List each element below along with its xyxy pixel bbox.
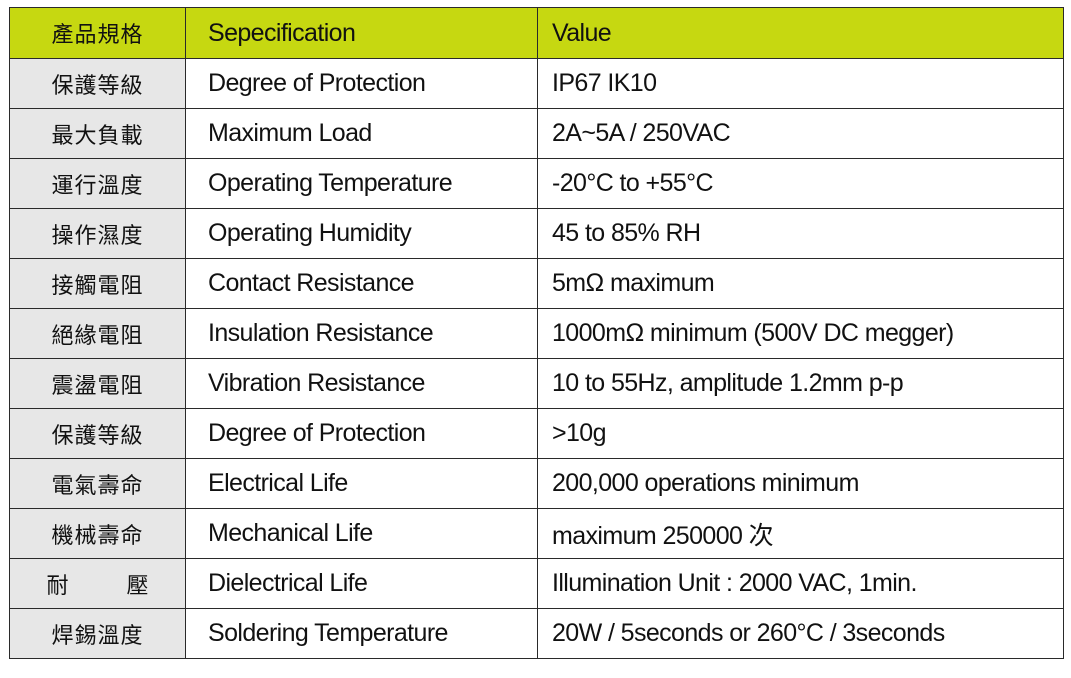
table-row: 電氣壽命 Electrical Life 200,000 operations … bbox=[9, 458, 1064, 509]
row-spec-cell: Insulation Resistance bbox=[185, 308, 538, 359]
row-value-cell: IP67 IK10 bbox=[537, 58, 1064, 109]
table-row: 機械壽命 Mechanical Life maximum 250000 次 bbox=[9, 508, 1064, 559]
table-row: 震盪電阻 Vibration Resistance 10 to 55Hz, am… bbox=[9, 358, 1064, 409]
row-value-cell: maximum 250000 次 bbox=[537, 508, 1064, 559]
row-value-cell: Illumination Unit : 2000 VAC, 1min. bbox=[537, 558, 1064, 609]
row-value-cell: 5mΩ maximum bbox=[537, 258, 1064, 309]
row-zh-cell: 機械壽命 bbox=[9, 508, 186, 559]
row-value-cell: 1000mΩ minimum (500V DC megger) bbox=[537, 308, 1064, 359]
row-zh-cell: 保護等級 bbox=[9, 408, 186, 459]
table-row: 耐壓 Dielectrical Life Illumination Unit :… bbox=[9, 558, 1064, 609]
table-row: 運行溫度 Operating Temperature -20°C to +55°… bbox=[9, 158, 1064, 209]
row-value-cell: 2A~5A / 250VAC bbox=[537, 108, 1064, 159]
row-spec-cell: Maximum Load bbox=[185, 108, 538, 159]
row-spec-cell: Electrical Life bbox=[185, 458, 538, 509]
row-zh-cell: 焊錫溫度 bbox=[9, 608, 186, 659]
row-zh-cell: 絕緣電阻 bbox=[9, 308, 186, 359]
row-zh-cell: 操作濕度 bbox=[9, 208, 186, 259]
table-row: 最大負載 Maximum Load 2A~5A / 250VAC bbox=[9, 108, 1064, 159]
row-zh-cell: 最大負載 bbox=[9, 108, 186, 159]
row-zh-cell: 接觸電阻 bbox=[9, 258, 186, 309]
row-spec-cell: Operating Temperature bbox=[185, 158, 538, 209]
zh-char-first: 耐 bbox=[46, 573, 69, 599]
spec-table: 產品規格 Sepecification Value 保護等級 Degree of… bbox=[9, 7, 1064, 659]
row-spec-cell: Vibration Resistance bbox=[185, 358, 538, 409]
row-zh-cell: 運行溫度 bbox=[9, 158, 186, 209]
zh-char-second: 壓 bbox=[126, 573, 149, 599]
row-spec-cell: Degree of Protection bbox=[185, 58, 538, 109]
header-value-cell: Value bbox=[537, 7, 1064, 59]
header-spec-cell: Sepecification bbox=[185, 7, 538, 59]
header-zh-cell: 產品規格 bbox=[9, 7, 186, 59]
table-row: 焊錫溫度 Soldering Temperature 20W / 5second… bbox=[9, 608, 1064, 659]
table-row: 絕緣電阻 Insulation Resistance 1000mΩ minimu… bbox=[9, 308, 1064, 359]
row-spec-cell: Dielectrical Life bbox=[185, 558, 538, 609]
row-zh-cell: 電氣壽命 bbox=[9, 458, 186, 509]
row-spec-cell: Soldering Temperature bbox=[185, 608, 538, 659]
row-spec-cell: Degree of Protection bbox=[185, 408, 538, 459]
row-spec-cell: Contact Resistance bbox=[185, 258, 538, 309]
row-value-cell: 45 to 85% RH bbox=[537, 208, 1064, 259]
row-zh-cell: 耐壓 bbox=[9, 558, 186, 609]
row-spec-cell: Mechanical Life bbox=[185, 508, 538, 559]
row-value-cell: -20°C to +55°C bbox=[537, 158, 1064, 209]
row-zh-cell: 震盪電阻 bbox=[9, 358, 186, 409]
table-row: 操作濕度 Operating Humidity 45 to 85% RH bbox=[9, 208, 1064, 259]
table-header-row: 產品規格 Sepecification Value bbox=[9, 7, 1064, 59]
table-row: 保護等級 Degree of Protection >10g bbox=[9, 408, 1064, 459]
row-value-cell: 10 to 55Hz, amplitude 1.2mm p-p bbox=[537, 358, 1064, 409]
row-value-cell: 200,000 operations minimum bbox=[537, 458, 1064, 509]
table-row: 保護等級 Degree of Protection IP67 IK10 bbox=[9, 58, 1064, 109]
row-value-cell: 20W / 5seconds or 260°C / 3seconds bbox=[537, 608, 1064, 659]
row-zh-cell: 保護等級 bbox=[9, 58, 186, 109]
row-spec-cell: Operating Humidity bbox=[185, 208, 538, 259]
table-row: 接觸電阻 Contact Resistance 5mΩ maximum bbox=[9, 258, 1064, 309]
row-value-cell: >10g bbox=[537, 408, 1064, 459]
